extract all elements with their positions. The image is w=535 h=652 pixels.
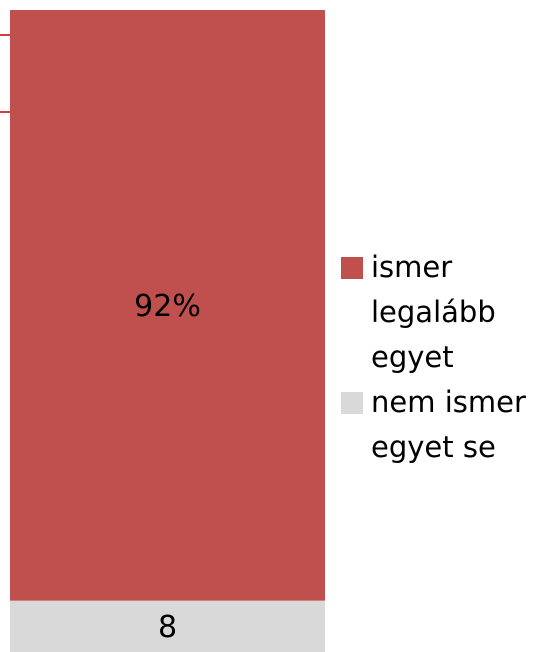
data-label: 8 xyxy=(158,610,177,645)
legend-swatch xyxy=(341,392,363,414)
data-label: 92% xyxy=(134,289,201,324)
legend-label: ismer legalább egyet xyxy=(371,250,496,374)
legend-swatch xyxy=(341,257,363,279)
legend-label: nem ismer egyet se xyxy=(371,385,526,464)
bar-segment xyxy=(10,10,325,601)
bar-segment xyxy=(10,600,325,652)
